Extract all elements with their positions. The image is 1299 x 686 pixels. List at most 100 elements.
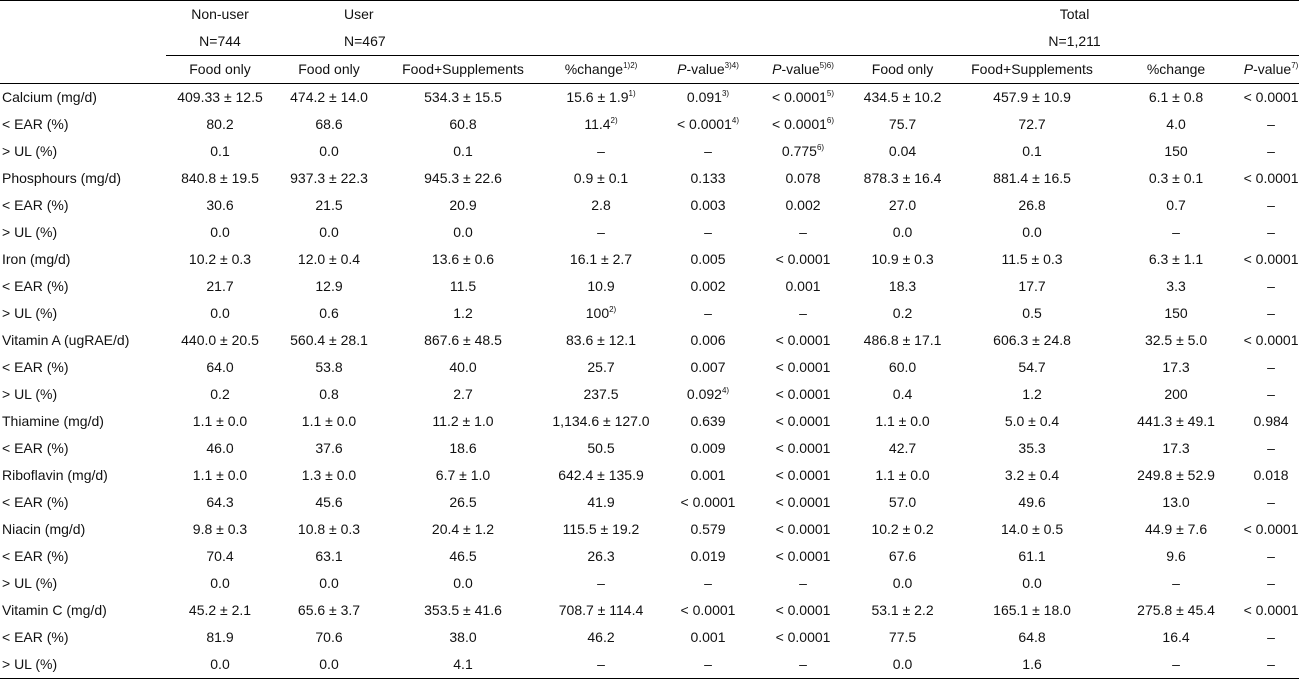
table-cell: < 0.0001 <box>775 467 831 483</box>
table-cell: 881.4 ± 16.5 <box>993 170 1071 186</box>
table-cell: 3.3 <box>1166 278 1186 294</box>
table-cell: 642.4 ± 135.9 <box>558 467 644 483</box>
table-cell: 0.018 <box>1253 467 1289 483</box>
table-cell: – <box>799 224 807 240</box>
table-cell: 9.8 ± 0.3 <box>192 521 248 537</box>
table-cell: < 0.0001 <box>1243 89 1299 105</box>
table-cell: 60.8 <box>449 116 477 132</box>
table-row: Phosphours (mg/d) 840.8 ± 19.5 937.3 ± 22.… <box>0 165 1299 192</box>
table-cell: – <box>1172 575 1180 591</box>
row-label: Thiamine (mg/d) <box>2 413 104 429</box>
table-cell: 1.3 ± 0.0 <box>301 467 357 483</box>
table-cell: 0.0 <box>1022 224 1042 240</box>
table-cell: 26.8 <box>1018 197 1046 213</box>
table-cell: 11.42) <box>584 116 618 132</box>
table-cell: – <box>1109 651 1244 679</box>
table-cell: < 0.0001 <box>1243 251 1299 267</box>
table-cell: 21.5 <box>315 197 343 213</box>
table-cell: 0.0 <box>892 224 913 240</box>
table-cell: < 0.0001 <box>775 386 831 402</box>
table-cell: – <box>799 305 807 321</box>
table-cell: 18.3 <box>888 278 917 294</box>
table-cell: – <box>1267 197 1275 213</box>
table-cell: 21.7 <box>206 278 234 294</box>
table-cell: 45.6 <box>315 494 343 510</box>
row-label: Vitamin A (ugRAE/d) <box>2 332 130 348</box>
table-cell: – <box>597 143 605 159</box>
table-cell: 150 <box>1164 143 1188 159</box>
table-cell: 70.4 <box>206 548 234 564</box>
table-cell: < 0.0001 <box>1243 332 1299 348</box>
table-cell: 5.0 ± 0.4 <box>1004 413 1060 429</box>
table-cell: 41.9 <box>587 494 615 510</box>
table-cell: 0.001 <box>785 278 821 294</box>
table-cell: 353.5 ± 41.6 <box>424 602 502 618</box>
table-cell: 0.0 <box>453 224 473 240</box>
n-nonuser: N=744 <box>166 28 274 56</box>
table-cell: 0.0 <box>319 224 339 240</box>
table-cell: 65.6 ± 3.7 <box>297 602 361 618</box>
table-cell: 0.2 <box>210 386 230 402</box>
table-cell: 200 <box>1164 386 1188 402</box>
table-cell: 53.1 ± 2.2 <box>871 602 934 618</box>
table-cell: 0.04 <box>888 143 917 159</box>
n-header-row: N=744 N=467 N=1,211 <box>0 28 1299 56</box>
table-cell: < 0.0001 <box>775 251 831 267</box>
table-cell: 50.5 <box>587 440 615 456</box>
table-cell: 0.0 <box>210 305 230 321</box>
table-row: Riboflavin (mg/d) 1.1 ± 0.0 1.3 ± 0.0 6.7 ±… <box>0 462 1299 489</box>
table-cell: 80.2 <box>206 116 234 132</box>
table-cell: 10.9 ± 0.3 <box>871 251 934 267</box>
table-cell: 0.0 <box>319 143 339 159</box>
table-cell: 534.3 ± 15.5 <box>424 89 502 105</box>
table-row: Niacin (mg/d) 9.8 ± 0.3 10.8 ± 0.3 20.4 ± 1… <box>0 516 1299 543</box>
table-row: > UL (%) 0.2 0.8 2.7 237.5 0.0924) < 0.0001 0.4… <box>0 381 1299 408</box>
group-header-row: Non-user User Total <box>0 0 1299 29</box>
row-label: < EAR (%) <box>2 359 69 375</box>
table-cell: – <box>1267 143 1275 159</box>
table-cell: 1.1 ± 0.0 <box>192 413 248 429</box>
row-label: Riboflavin (mg/d) <box>2 467 108 483</box>
table-cell: – <box>542 651 660 679</box>
col-header: Food+Supplements <box>955 55 1110 84</box>
table-cell: 0.1 <box>1022 143 1042 159</box>
table-cell: 434.5 ± 10.2 <box>863 89 942 105</box>
table-cell: 165.1 ± 18.0 <box>993 602 1071 618</box>
table-cell: 25.7 <box>587 359 615 375</box>
table-cell: 63.1 <box>315 548 343 564</box>
table-cell: 60.0 <box>888 359 917 375</box>
row-label: Calcium (mg/d) <box>2 89 97 105</box>
table-row: < EAR (%) 30.6 21.5 20.9 2.8 0.003 0.002 27.0 26… <box>0 192 1299 219</box>
table-cell: 1.6 <box>955 651 1110 679</box>
table-cell: 81.9 <box>206 629 234 645</box>
table-cell: 0.4 <box>892 386 913 402</box>
table-cell: 0.001 <box>690 629 726 645</box>
table-cell: < 0.00015) <box>772 89 835 105</box>
table-cell: 0.006 <box>690 332 726 348</box>
row-label: < EAR (%) <box>2 116 69 132</box>
column-header-row: Food only Food only Food+Supplements %ch… <box>0 55 1299 84</box>
table-cell: 0.639 <box>690 413 726 429</box>
table-cell: < 0.0001 <box>775 413 831 429</box>
col-header: Food only <box>166 55 274 84</box>
table-cell: – <box>597 224 605 240</box>
table-cell: 1.1 ± 0.0 <box>875 413 930 429</box>
table-cell: 6.7 ± 1.0 <box>435 467 491 483</box>
table-cell: 20.4 ± 1.2 <box>431 521 495 537</box>
table-cell: 57.0 <box>888 494 917 510</box>
table-cell: 10.2 ± 0.3 <box>188 251 252 267</box>
table-cell: 440.0 ± 20.5 <box>181 332 259 348</box>
table-cell: 441.3 ± 49.1 <box>1137 413 1215 429</box>
row-label: Phosphours (mg/d) <box>2 170 122 186</box>
table-cell: 150 <box>1164 305 1188 321</box>
table-cell: 53.8 <box>315 359 343 375</box>
table-cell: 17.7 <box>1018 278 1046 294</box>
col-header: Food+Supplements <box>384 55 542 84</box>
table-cell: 0.0 <box>892 575 913 591</box>
table-cell: 44.9 ± 7.6 <box>1144 521 1208 537</box>
table-cell: < 0.0001 <box>775 548 831 564</box>
table-cell: 0.7 <box>1166 197 1186 213</box>
table-cell: 1.1 ± 0.0 <box>875 467 930 483</box>
table-cell: 1.1 ± 0.0 <box>192 467 248 483</box>
